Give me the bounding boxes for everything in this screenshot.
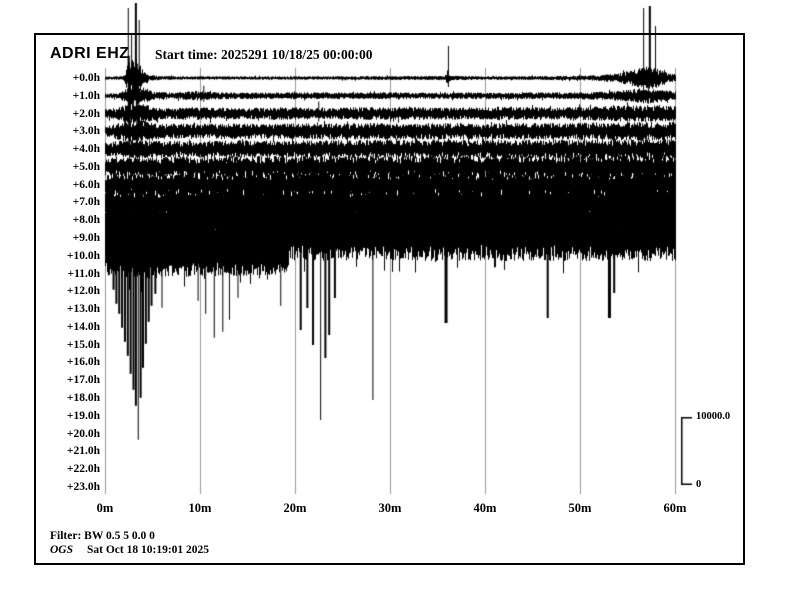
hour-label: +18.0h <box>66 392 100 405</box>
start-time-label: Start time: 2025291 10/18/25 00:00:00 <box>155 47 373 62</box>
hour-label: +1.0h <box>72 89 100 102</box>
hour-label: +11.0h <box>67 267 100 280</box>
hour-label: +2.0h <box>72 107 100 120</box>
hour-label: +9.0h <box>72 232 100 245</box>
minute-label: 30m <box>378 501 402 515</box>
hour-label: +22.0h <box>66 463 100 476</box>
minute-label: 20m <box>283 501 307 515</box>
station-name: ADRI EHZ <box>50 45 130 62</box>
hour-label: +10.0h <box>66 249 100 262</box>
hour-label: +12.0h <box>66 285 100 298</box>
scale-min-label: 0 <box>696 479 702 490</box>
hour-label: +15.0h <box>66 338 100 351</box>
minute-label: 60m <box>663 501 687 515</box>
hour-label: +4.0h <box>72 143 100 156</box>
hour-label: +3.0h <box>72 125 100 138</box>
agency-name: OGS <box>50 544 74 556</box>
hour-label: +20.0h <box>66 427 100 440</box>
scale-max-label: 10000.0 <box>696 411 731 422</box>
minute-label: 40m <box>473 501 497 515</box>
footer-line: OGS Sat Oct 18 10:19:01 2025 <box>50 544 209 556</box>
hour-label: +8.0h <box>72 214 100 227</box>
render-timestamp: Sat Oct 18 10:19:01 2025 <box>87 544 210 556</box>
hour-label: +17.0h <box>66 374 100 387</box>
hour-label: +13.0h <box>66 303 100 316</box>
minute-label: 0m <box>96 501 114 515</box>
hour-label: +16.0h <box>66 356 100 369</box>
minute-label: 10m <box>188 501 212 515</box>
hour-label: +7.0h <box>72 196 100 209</box>
hour-label: +19.0h <box>66 409 100 422</box>
hour-label: +0.0h <box>72 72 100 84</box>
filter-text: Filter: BW 0.5 5 0.0 0 <box>50 530 155 542</box>
hour-label: +23.0h <box>66 480 100 493</box>
hour-label: +5.0h <box>72 160 100 173</box>
minute-label: 50m <box>568 501 592 515</box>
hour-label: +6.0h <box>72 178 100 191</box>
hour-label: +21.0h <box>66 445 100 458</box>
hour-label: +14.0h <box>66 320 100 333</box>
